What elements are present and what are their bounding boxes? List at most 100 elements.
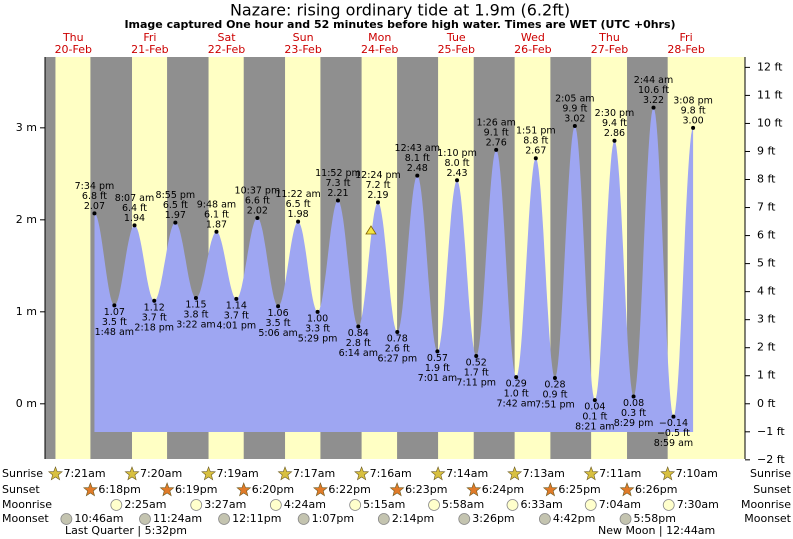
tide-point — [533, 156, 538, 161]
tide-feet: 6.5 ft — [163, 200, 188, 211]
y2-tick-label: 4 ft — [757, 285, 776, 298]
sun-icon — [507, 466, 523, 481]
weekday-label: Tue — [446, 31, 466, 44]
row-label: Moonset — [2, 512, 49, 525]
moon-icon — [619, 513, 632, 525]
sun-icon — [354, 466, 370, 481]
chart-subtitle: Image captured One hour and 52 minutes b… — [124, 18, 675, 31]
moon-icon — [662, 499, 675, 511]
moon-icon — [349, 499, 362, 511]
tide-feet: 2.6 ft — [385, 344, 410, 355]
tide-time: 12:24 pm — [355, 170, 401, 181]
tide-feet: 8.8 ft — [523, 136, 548, 147]
row-label: Moonset — [744, 512, 791, 525]
tide-metres: 1.15 — [185, 300, 206, 311]
tide-feet: 1.7 ft — [464, 367, 489, 378]
y2-tick-label: 0 ft — [757, 397, 776, 410]
sun-icon — [389, 482, 405, 497]
weekday-label: Fri — [680, 31, 693, 44]
tide-metres: 2.21 — [327, 188, 348, 199]
tide-metres: 1.98 — [288, 209, 309, 220]
tide-feet: 3.5 ft — [266, 318, 291, 329]
row-label: Moonrise — [741, 498, 791, 511]
tide-feet: 3.8 ft — [183, 310, 208, 321]
tide-time: 7:34 pm — [75, 181, 115, 192]
tide-feet: 0.1 ft — [582, 412, 607, 423]
tide-point — [474, 353, 479, 358]
sunset-time: 6:24pm — [482, 483, 524, 496]
tide-time: 9:48 am — [197, 199, 236, 210]
tide-metres: 0.04 — [584, 402, 605, 413]
tide-feet: 9.8 ft — [681, 105, 706, 116]
moon-icon — [269, 499, 282, 511]
y2-tick-label: −1 ft — [757, 425, 785, 438]
tide-metres: 2.67 — [525, 146, 546, 157]
moon-icon — [458, 513, 471, 525]
tide-feet: 7.2 ft — [365, 180, 390, 191]
tide-feet: 1.9 ft — [425, 363, 450, 374]
weekday-label: Mon — [368, 31, 391, 44]
y2-tick-label: −2 ft — [757, 453, 785, 466]
y2-tick-label: 1 ft — [757, 369, 776, 382]
sunrise-time: 7:10am — [676, 467, 718, 480]
y-tick-label: 2 m — [16, 213, 37, 226]
tide-time: 7:42 am — [496, 399, 535, 410]
tide-point — [296, 219, 301, 224]
y2-tick-label: 11 ft — [757, 88, 783, 101]
tide-feet: 6.6 ft — [245, 195, 270, 206]
moonset-time: 1:07pm — [312, 512, 354, 525]
tide-metres: 0.52 — [466, 357, 487, 368]
moon-icon — [297, 513, 310, 525]
sun-icon — [542, 482, 558, 497]
tide-metres: 2.43 — [446, 168, 467, 179]
weekday-label: Wed — [521, 31, 545, 44]
y-tick-label: 3 m — [16, 121, 37, 134]
tide-metres: 1.12 — [144, 302, 165, 313]
y-tick-label: 1 m — [16, 305, 37, 318]
tide-metres: 1.94 — [124, 213, 145, 224]
date-label: 21-Feb — [131, 43, 168, 56]
tide-point — [234, 296, 239, 301]
weekday-label: Thu — [62, 31, 84, 44]
tide-point — [415, 173, 420, 178]
tide-point — [356, 324, 361, 329]
tide-metres: 1.87 — [206, 219, 227, 230]
moonset-time: 4:42pm — [553, 512, 595, 525]
tide-time: 11:52 pm — [315, 168, 361, 179]
tide-metres: 1.97 — [165, 210, 186, 221]
tide-time: 1:10 pm — [437, 148, 477, 159]
row-label: Sunrise — [750, 467, 791, 480]
moonset-time: 11:24am — [153, 512, 202, 525]
sun-icon — [47, 466, 63, 481]
moon-icon — [139, 513, 151, 525]
tide-point — [572, 123, 577, 128]
tide-metres: −0.14 — [659, 418, 688, 429]
tide-time: 2:18 pm — [134, 322, 174, 333]
sunset-time: 6:22pm — [328, 483, 370, 496]
tide-feet: 6.4 ft — [122, 203, 147, 214]
tide-metres: 0.57 — [427, 353, 448, 364]
tide-feet: 9.9 ft — [562, 103, 587, 114]
moonrise-time: 7:04am — [599, 498, 641, 511]
tide-metres: 0.78 — [387, 334, 408, 345]
tide-point — [612, 138, 617, 143]
tide-metres: 2.07 — [84, 201, 105, 212]
tide-metres: 0.84 — [348, 328, 369, 339]
tide-time: 8:21 am — [575, 422, 614, 433]
tide-area — [94, 107, 694, 432]
y2-tick-label: 8 ft — [757, 173, 776, 186]
sunset-time: 6:25pm — [558, 483, 600, 496]
tide-point — [435, 349, 440, 354]
tide-feet: 9.4 ft — [602, 118, 627, 129]
tide-point — [494, 147, 499, 152]
sun-icon — [583, 466, 599, 481]
tide-metres: 1.07 — [104, 307, 125, 318]
tide-time: 11:22 am — [275, 189, 320, 200]
tide-time: 1:26 am — [476, 117, 515, 128]
tide-feet: 6.8 ft — [82, 191, 107, 202]
y2-tick-label: 7 ft — [757, 201, 776, 214]
moonset-time: 2:14pm — [392, 512, 434, 525]
tide-time: 2:30 pm — [595, 108, 635, 119]
tide-feet: 7.3 ft — [325, 178, 350, 189]
sun-icon — [619, 482, 635, 497]
